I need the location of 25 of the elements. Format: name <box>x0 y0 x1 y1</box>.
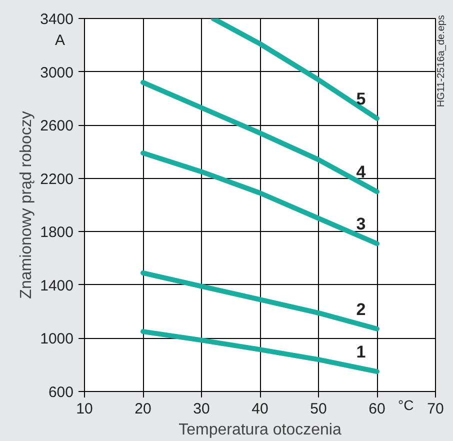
y-tick-label: 600 <box>48 384 74 401</box>
annotation: °C <box>398 398 414 412</box>
series-label: 2 <box>356 300 366 319</box>
x-tick-label: 10 <box>76 400 93 418</box>
annotation: A <box>55 33 66 48</box>
y-tick-label: 1000 <box>40 330 74 348</box>
x-tick-label: 30 <box>193 400 210 418</box>
y-tick-label: 3400 <box>40 11 74 28</box>
series-label: 4 <box>356 162 366 182</box>
x-tick-label: 70 <box>427 400 444 418</box>
series-label: 5 <box>356 89 366 108</box>
y-tick-label: 3000 <box>40 64 74 82</box>
x-tick-label: 60 <box>368 400 386 418</box>
y-tick-label: 1800 <box>40 224 74 242</box>
y-tick-label: 2200 <box>40 170 74 188</box>
x-tick-label: 40 <box>252 400 268 418</box>
series-label: 1 <box>356 342 366 362</box>
x-tick-label: 50 <box>310 400 327 418</box>
y-tick-label: 2600 <box>40 118 74 135</box>
x-axis-title: Temperatura otoczenia <box>178 422 342 438</box>
y-tick-label: 1400 <box>40 277 74 294</box>
x-tick-label: 20 <box>134 400 152 418</box>
annotation: HG11-2516a_de.eps <box>437 15 447 108</box>
series-label: 3 <box>356 214 366 234</box>
y-axis-title: Znamionowy prąd roboczy <box>18 111 36 299</box>
